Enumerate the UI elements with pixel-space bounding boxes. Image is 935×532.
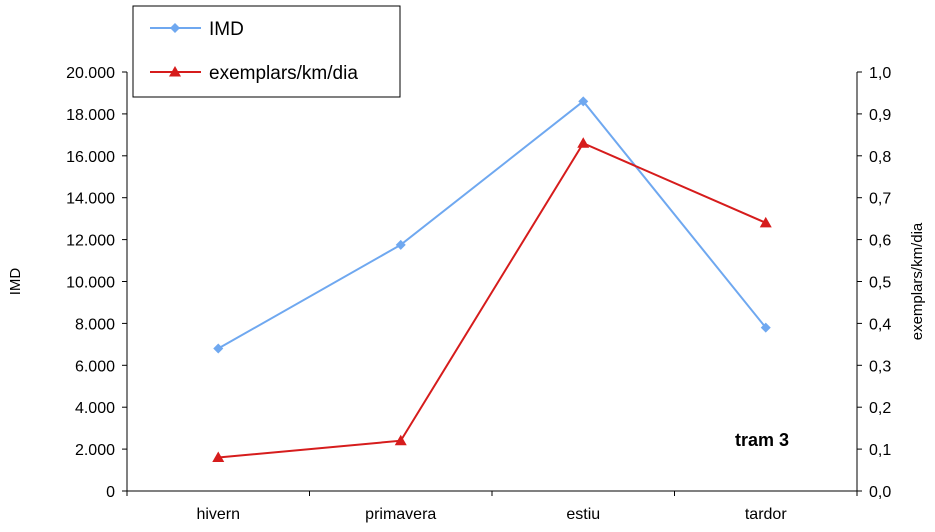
- legend-marker-triangle: [169, 66, 181, 77]
- right-y-tick-label: 0,2: [869, 400, 891, 417]
- right-axis-title: exemplars/km/dia: [909, 222, 926, 340]
- right-y-tick-label: 1,0: [869, 65, 891, 82]
- legend-label: IMD: [209, 19, 244, 40]
- x-tick-label: estiu: [566, 506, 600, 523]
- left-axis-title: IMD: [7, 268, 24, 296]
- data-point-triangle: [759, 216, 772, 228]
- x-tick-label: hivern: [196, 506, 240, 523]
- series: [212, 96, 772, 462]
- right-y-tick-label: 0,3: [869, 358, 891, 375]
- data-point-triangle: [394, 434, 407, 446]
- series-line: [218, 141, 767, 459]
- right-y-tick-label: 0,1: [869, 442, 891, 459]
- right-y-tick-label: 0,9: [869, 107, 891, 124]
- x-tick-label: tardor: [745, 506, 787, 523]
- left-y-tick-label: 2.000: [75, 442, 115, 459]
- right-y-tick-label: 0,4: [869, 316, 891, 333]
- legend-item: IMD: [150, 19, 244, 40]
- ticks: 0 2.000 4.000 6.000 8.000 10.000 12.000 14.000 1…: [66, 65, 891, 523]
- left-y-tick-label: 6.000: [75, 358, 115, 375]
- left-y-tick-label: 12.000: [66, 233, 115, 250]
- legend-item: exemplars/km/dia: [150, 63, 358, 84]
- left-y-tick-label: 18.000: [66, 107, 115, 124]
- data-point-diamond: [213, 343, 224, 354]
- legend: IMD exemplars/km/dia: [132, 5, 401, 98]
- data-point-diamond: [578, 96, 589, 107]
- right-y-tick-label: 0,7: [869, 191, 891, 208]
- right-y-tick-label: 0,0: [869, 484, 891, 501]
- legend-items: IMD exemplars/km/dia: [150, 19, 358, 84]
- data-point-diamond: [395, 239, 406, 250]
- right-y-tick-label: 0,5: [869, 275, 891, 292]
- legend-marker-diamond: [170, 23, 180, 33]
- x-tick-label: primavera: [365, 506, 436, 523]
- legend-label: exemplars/km/dia: [209, 63, 358, 84]
- legend-box: [132, 5, 401, 98]
- left-y-tick-label: 16.000: [66, 149, 115, 166]
- left-y-tick-label: 14.000: [66, 191, 115, 208]
- series-group: [212, 137, 772, 462]
- left-y-tick-label: 0: [106, 484, 115, 501]
- left-y-tick-label: 8.000: [75, 316, 115, 333]
- series-group: [213, 96, 771, 354]
- data-point-triangle: [212, 451, 225, 462]
- right-y-tick-label: 0,6: [869, 233, 891, 250]
- series-line: [217, 99, 767, 350]
- data-point-diamond: [760, 322, 771, 333]
- right-y-tick-label: 0,8: [869, 149, 891, 166]
- tram-annotation: tram 3: [735, 430, 789, 450]
- left-y-tick-label: 4.000: [75, 400, 115, 417]
- data-point-triangle: [577, 137, 590, 148]
- left-y-tick-label: 20.000: [66, 65, 115, 82]
- axes: [126, 72, 858, 492]
- left-y-tick-label: 10.000: [66, 275, 115, 292]
